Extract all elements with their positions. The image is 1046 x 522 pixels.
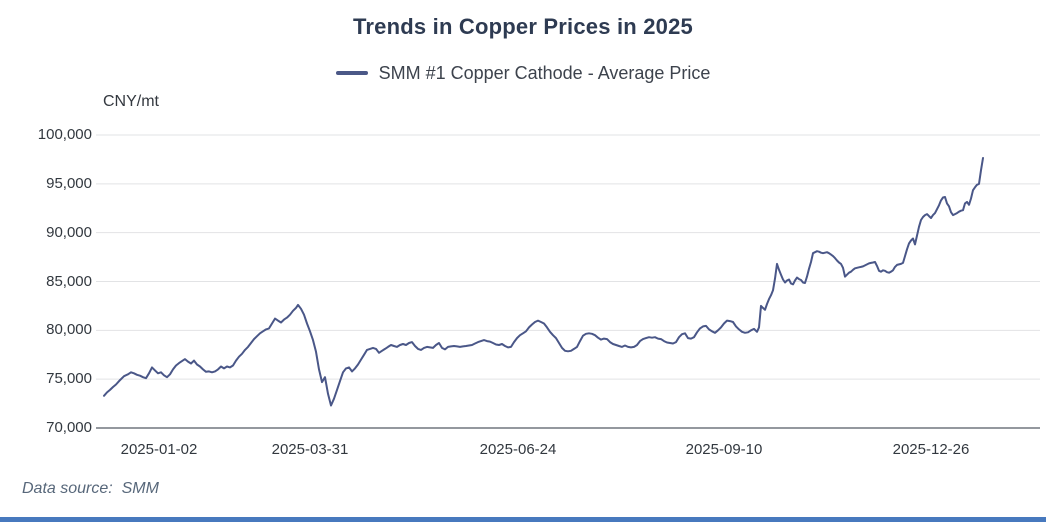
x-tick-label: 2025-09-10 xyxy=(685,441,763,458)
y-tick-label: 95,000 xyxy=(46,174,92,192)
y-tick-label: 70,000 xyxy=(46,419,92,436)
y-tick-label: 75,000 xyxy=(46,370,92,388)
chart-title: Trends in Copper Prices in 2025 xyxy=(353,14,693,39)
y-tick-label: 85,000 xyxy=(46,272,92,290)
legend[interactable]: SMM #1 Copper Cathode - Average Price xyxy=(0,60,1046,86)
x-tick-label: 2025-01-02 xyxy=(120,441,198,458)
y-tick-label: 80,000 xyxy=(46,321,92,339)
data-source-note: Data source: SMM xyxy=(22,480,159,497)
price-line-series[interactable] xyxy=(103,157,984,407)
x-tick-label: 2025-12-26 xyxy=(892,441,970,458)
y-tick-label: 90,000 xyxy=(46,223,92,241)
legend-label: SMM #1 Copper Cathode - Average Price xyxy=(378,62,711,83)
x-tick-label: 2025-06-24 xyxy=(479,441,557,458)
y-axis-unit-label: CNY/mt xyxy=(103,93,159,110)
bottom-accent-bar xyxy=(0,517,1046,522)
legend-line-swatch xyxy=(335,71,368,75)
x-tick-label: 2025-03-31 xyxy=(271,441,349,458)
y-tick-label: 100,000 xyxy=(37,126,92,143)
